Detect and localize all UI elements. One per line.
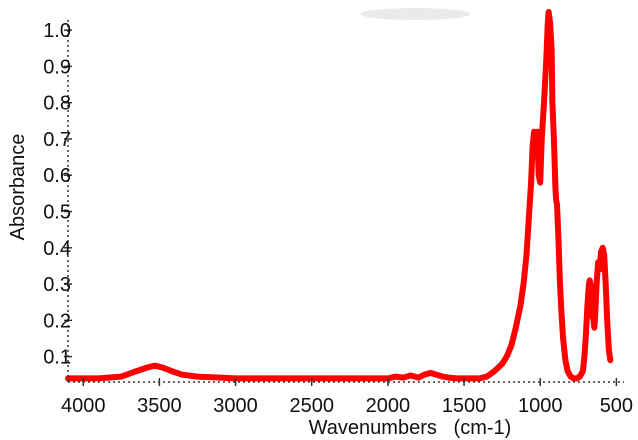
x-tick-label: 2500 (289, 395, 334, 417)
x-tick-label: 4000 (61, 395, 106, 417)
y-tick-label: 0.6 (43, 165, 71, 187)
top-shadow-decoration (360, 8, 470, 20)
y-tick-label: 1.0 (43, 20, 71, 42)
y-tick-label: 0.8 (43, 93, 71, 115)
y-axis-title: Absorbance (7, 134, 29, 241)
y-tick-label: 0.2 (43, 310, 71, 332)
x-tick-label: 1000 (518, 395, 563, 417)
plot-area (65, 9, 614, 382)
x-axis-title: Wavenumbers (cm-1) (309, 417, 512, 439)
spectrum-series-line (65, 9, 614, 382)
y-tick-label: 0.3 (43, 274, 71, 296)
x-tick-label: 1500 (442, 395, 487, 417)
x-tick-label: 2000 (366, 395, 411, 417)
y-tick-label: 0.9 (43, 56, 71, 78)
x-axis: 4000 3500 3000 2500 2000 1500 1000 500 (61, 378, 633, 417)
y-tick-label: 0.4 (43, 238, 71, 260)
x-tick-label: 3000 (213, 395, 258, 417)
y-axis: 0.1 0.2 0.3 0.4 0.5 0.6 0.7 0.8 0.9 1.0 (43, 20, 72, 382)
x-tick-label: 3500 (137, 395, 182, 417)
y-tick-label: 0.1 (43, 347, 71, 369)
y-tick-label: 0.5 (43, 202, 71, 224)
x-tick-label: 500 (600, 395, 633, 417)
y-tick-label: 0.7 (43, 129, 71, 151)
